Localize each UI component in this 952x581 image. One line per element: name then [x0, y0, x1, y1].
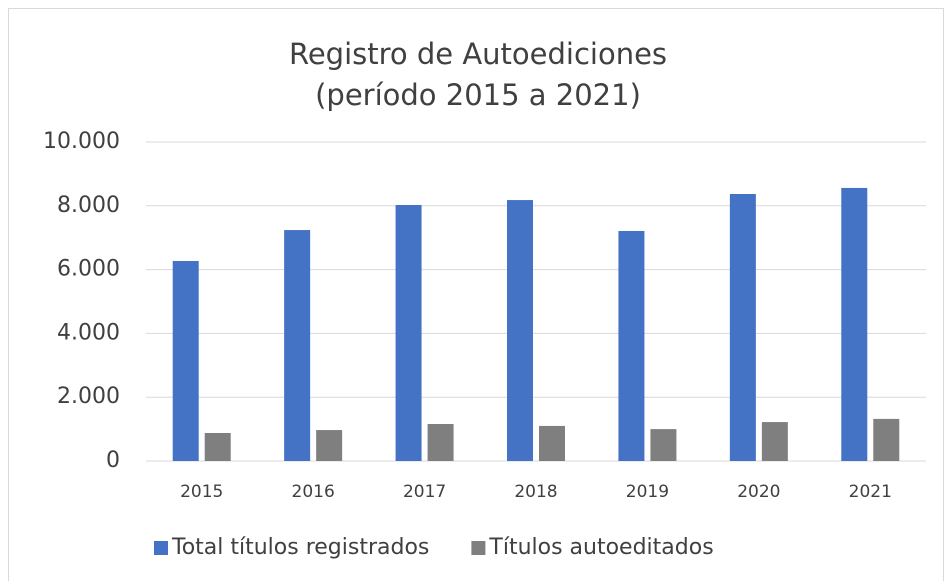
x-tick-label: 2021 — [849, 482, 892, 502]
bar — [395, 205, 422, 461]
chart-title: (período 2015 a 2021) — [315, 78, 641, 112]
bar — [761, 422, 788, 461]
bar — [204, 432, 231, 461]
bar — [316, 430, 343, 461]
bar — [650, 429, 677, 461]
bar — [507, 200, 533, 462]
y-tick-label: 10.000 — [43, 129, 120, 154]
y-tick-label: 8.000 — [57, 193, 120, 218]
bar — [841, 187, 868, 461]
x-tick-label: 2019 — [626, 482, 669, 502]
y-tick-label: 6.000 — [57, 257, 120, 282]
legend-label: Total títulos registrados — [171, 535, 429, 560]
x-tick-label: 2015 — [180, 482, 223, 502]
x-tick-label: 2018 — [514, 482, 557, 502]
x-tick-label: 2016 — [292, 482, 335, 502]
bar — [284, 230, 311, 461]
bar — [539, 425, 565, 461]
y-tick-label: 0 — [106, 448, 120, 473]
chart-title: Registro de Autoediciones — [289, 37, 667, 71]
legend-label: Títulos autoeditados — [488, 535, 713, 560]
bar — [618, 231, 645, 461]
bar — [729, 193, 756, 461]
legend-swatch — [471, 541, 486, 555]
x-tick-label: 2020 — [737, 482, 780, 502]
bar — [427, 423, 454, 461]
y-tick-label: 2.000 — [57, 384, 120, 409]
bar — [172, 260, 199, 461]
bar — [873, 418, 900, 461]
legend-swatch — [154, 541, 168, 555]
chart-border — [8, 8, 944, 581]
y-tick-label: 4.000 — [57, 320, 120, 345]
x-tick-label: 2017 — [403, 482, 446, 502]
